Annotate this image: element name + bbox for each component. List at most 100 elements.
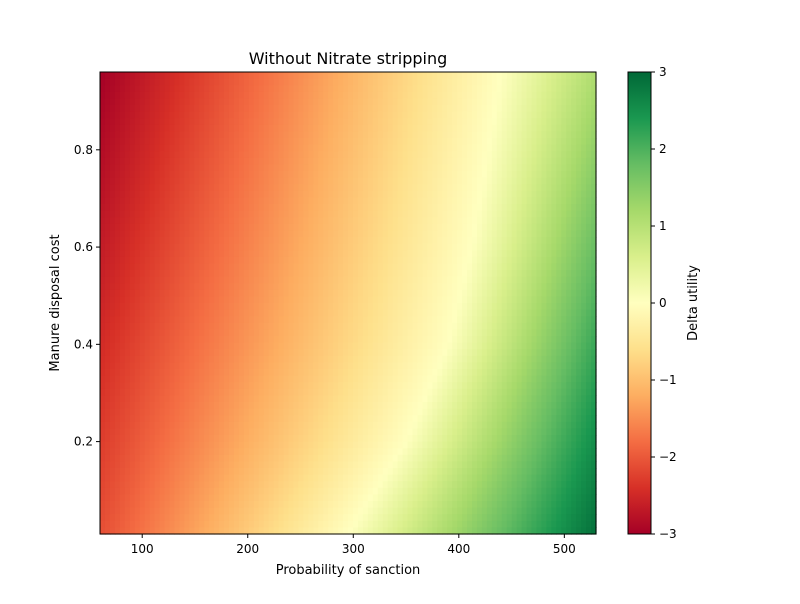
heatmap-cell <box>501 355 508 363</box>
heatmap-cell <box>561 144 567 152</box>
heatmap-cell <box>486 263 493 271</box>
heatmap-cell <box>437 111 443 119</box>
heatmap-cell <box>144 303 151 311</box>
heatmap-cell <box>149 98 156 106</box>
heatmap-cell <box>501 395 508 403</box>
heatmap-cell <box>293 111 299 119</box>
heatmap-cell <box>357 197 364 205</box>
heatmap-cell <box>248 382 255 390</box>
heatmap-cell <box>114 270 121 278</box>
heatmap-cell <box>214 316 220 324</box>
heatmap-cell <box>194 296 200 304</box>
heatmap-cell <box>224 151 230 159</box>
heatmap-cell <box>382 78 389 86</box>
heatmap-cell <box>253 375 260 383</box>
heatmap-cell <box>556 375 562 383</box>
heatmap-cell <box>214 250 220 258</box>
heatmap-cell <box>243 382 250 390</box>
heatmap-cell <box>348 72 354 80</box>
heatmap-cell <box>526 263 533 271</box>
heatmap-cell <box>348 190 354 198</box>
heatmap-cell <box>491 105 498 113</box>
heatmap-cell <box>219 316 225 324</box>
heatmap-cell <box>432 369 438 377</box>
heatmap-cell <box>402 85 409 93</box>
heatmap-cell <box>506 177 513 185</box>
heatmap-cell <box>581 210 587 218</box>
heatmap-cell <box>467 237 473 245</box>
heatmap-cell <box>263 151 270 159</box>
heatmap-cell <box>422 197 428 205</box>
heatmap-cell <box>412 369 419 377</box>
heatmap-cell <box>357 309 364 317</box>
heatmap-cell <box>189 329 195 337</box>
heatmap-cell <box>228 256 235 264</box>
heatmap-cell <box>144 362 151 370</box>
heatmap-cell <box>452 355 458 363</box>
heatmap-cell <box>392 355 399 363</box>
heatmap-cell <box>338 342 344 350</box>
heatmap-cell <box>551 375 557 383</box>
heatmap-cell <box>387 303 394 311</box>
heatmap-cell <box>467 316 473 324</box>
heatmap-cell <box>462 91 468 99</box>
heatmap-cell <box>551 250 557 258</box>
heatmap-cell <box>313 382 319 390</box>
heatmap-cell <box>402 151 409 159</box>
heatmap-cell <box>149 309 156 317</box>
heatmap-cell <box>566 237 572 245</box>
heatmap-cell <box>357 78 364 86</box>
heatmap-cell <box>586 316 592 324</box>
heatmap-cell <box>288 270 295 278</box>
heatmap-cell <box>288 250 295 258</box>
heatmap-cell <box>437 105 443 113</box>
heatmap-cell <box>536 223 543 231</box>
heatmap-cell <box>278 276 285 284</box>
heatmap-cell <box>372 355 379 363</box>
heatmap-cell <box>506 375 513 383</box>
heatmap-cell <box>506 388 513 396</box>
heatmap-cell <box>447 105 453 113</box>
heatmap-cell <box>501 336 508 344</box>
heatmap-cell <box>397 78 404 86</box>
heatmap-cell <box>476 144 483 152</box>
heatmap-cell <box>109 230 116 238</box>
heatmap-cell <box>268 118 275 126</box>
heatmap-cell <box>283 243 290 251</box>
heatmap-cell <box>308 388 314 396</box>
heatmap-cell <box>124 382 131 390</box>
heatmap-cell <box>219 395 225 403</box>
heatmap-cell <box>263 118 270 126</box>
heatmap-cell <box>238 124 245 132</box>
heatmap-cell <box>134 72 141 80</box>
heatmap-cell <box>288 124 295 132</box>
heatmap-cell <box>561 289 567 297</box>
heatmap-cell <box>496 78 503 86</box>
heatmap-cell <box>467 256 473 264</box>
heatmap-cell <box>432 270 438 278</box>
heatmap-cell <box>566 197 572 205</box>
heatmap-cell <box>233 197 240 205</box>
heatmap-cell <box>293 164 299 172</box>
heatmap-cell <box>268 263 275 271</box>
heatmap-cell <box>437 270 443 278</box>
heatmap-cell <box>397 388 404 396</box>
heatmap-cell <box>382 349 389 357</box>
heatmap-cell <box>343 309 349 317</box>
heatmap-cell <box>412 336 419 344</box>
heatmap-cell <box>352 217 359 225</box>
heatmap-cell <box>144 336 151 344</box>
heatmap-cell <box>100 309 106 317</box>
heatmap-cell <box>556 283 562 291</box>
heatmap-cell <box>343 157 349 165</box>
heatmap-cell <box>521 111 528 119</box>
heatmap-cell <box>174 309 180 317</box>
heatmap-cell <box>149 204 156 212</box>
heatmap-cell <box>481 289 488 297</box>
heatmap-cell <box>204 223 210 231</box>
heatmap-cell <box>248 190 255 198</box>
heatmap-cell <box>189 256 195 264</box>
heatmap-cell <box>481 342 488 350</box>
heatmap-cell <box>194 138 200 146</box>
heatmap-cell <box>437 144 443 152</box>
